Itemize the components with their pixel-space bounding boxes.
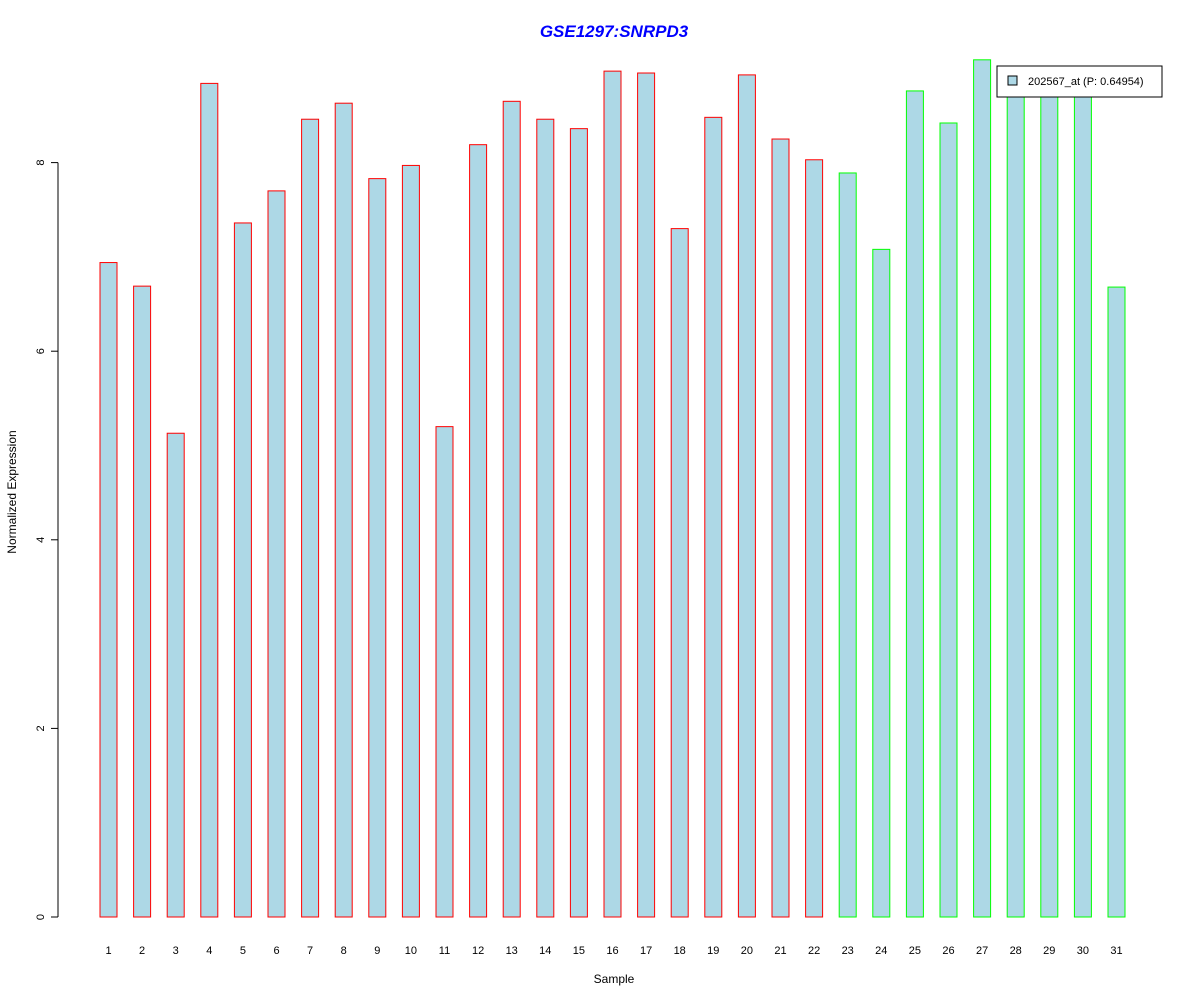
bar-sample-30: [1073, 79, 1092, 918]
x-tick-label: 16: [606, 945, 618, 957]
bar-sample-25: [905, 90, 924, 918]
bar-sample-15: [569, 128, 588, 918]
legend: 202567_at (P: 0.64954): [996, 65, 1163, 98]
x-tick-label: 14: [539, 945, 551, 957]
x-tick-label: 27: [976, 945, 988, 957]
bar-sample-8: [334, 102, 353, 918]
bar-sample-23: [838, 172, 857, 918]
x-tick-label: 4: [206, 945, 212, 957]
x-axis-label: Sample: [594, 972, 635, 986]
x-tick-label: 31: [1110, 945, 1122, 957]
bar-sample-26: [939, 122, 958, 918]
bar-sample-21: [771, 138, 790, 918]
legend-label: 202567_at (P: 0.64954): [1028, 76, 1144, 88]
bar-sample-2: [133, 285, 152, 918]
bars-group: [99, 59, 1126, 918]
x-tick-label: 22: [808, 945, 820, 957]
x-tick-label: 24: [875, 945, 887, 957]
bar-sample-14: [536, 118, 555, 918]
x-tick-label: 11: [439, 945, 450, 957]
bar-sample-9: [368, 178, 387, 918]
x-tick-label: 10: [405, 945, 417, 957]
x-tick-label: 1: [105, 945, 111, 957]
y-axis: 0 2 4 6 8: [35, 160, 59, 920]
x-tick-label: 19: [707, 945, 719, 957]
bar-sample-16: [603, 70, 622, 918]
y-tick-label: 4: [35, 537, 47, 543]
y-tick-label: 6: [35, 348, 47, 354]
x-tick-label: 7: [307, 945, 313, 957]
y-axis-label: Normalized Expression: [5, 430, 19, 553]
bar-sample-1: [99, 262, 118, 918]
chart-title: GSE1297:SNRPD3: [540, 22, 689, 41]
x-tick-labels: 1 2 3 4 5 6 7 8 9 10 11 12 13 14 15 16 17 18 19 20 21 22 23 24 2…: [105, 945, 1122, 957]
y-tick-label: 2: [35, 725, 47, 731]
y-tick-label: 0: [35, 914, 47, 920]
bar-sample-27: [973, 59, 992, 918]
bar-sample-29: [1040, 77, 1059, 918]
bar-sample-24: [872, 248, 891, 918]
x-tick-label: 2: [139, 945, 145, 957]
x-tick-label: 26: [942, 945, 954, 957]
x-tick-label: 29: [1043, 945, 1055, 957]
x-tick-label: 17: [640, 945, 652, 957]
x-tick-label: 12: [472, 945, 484, 957]
bar-sample-20: [737, 74, 756, 918]
legend-box: [996, 65, 1163, 98]
bar-sample-7: [301, 118, 320, 918]
bar-sample-28: [1006, 72, 1025, 918]
x-tick-label: 30: [1077, 945, 1089, 957]
x-tick-label: 5: [240, 945, 246, 957]
bar-sample-6: [267, 190, 286, 918]
bar-sample-18: [670, 228, 689, 918]
x-tick-label: 23: [842, 945, 854, 957]
y-tick-label: 8: [35, 160, 47, 166]
x-tick-label: 15: [573, 945, 585, 957]
x-tick-label: 28: [1010, 945, 1022, 957]
bar-sample-10: [401, 164, 420, 918]
bar-sample-3: [166, 432, 185, 918]
x-tick-label: 9: [374, 945, 380, 957]
x-tick-label: 3: [173, 945, 179, 957]
bar-sample-5: [233, 222, 252, 918]
bar-sample-4: [200, 82, 219, 918]
bar-sample-19: [704, 116, 723, 918]
bar-sample-11: [435, 426, 454, 918]
bar-sample-22: [805, 159, 824, 918]
x-tick-label: 8: [341, 945, 347, 957]
bar-sample-13: [502, 100, 521, 918]
legend-swatch: [1007, 75, 1018, 86]
bar-sample-17: [637, 72, 656, 918]
bar-sample-31: [1107, 286, 1126, 918]
x-tick-label: 25: [909, 945, 921, 957]
x-tick-label: 13: [506, 945, 518, 957]
x-tick-label: 20: [741, 945, 753, 957]
bar-sample-12: [469, 144, 488, 918]
x-tick-label: 6: [273, 945, 279, 957]
x-tick-label: 18: [674, 945, 686, 957]
x-tick-label: 21: [774, 945, 786, 957]
